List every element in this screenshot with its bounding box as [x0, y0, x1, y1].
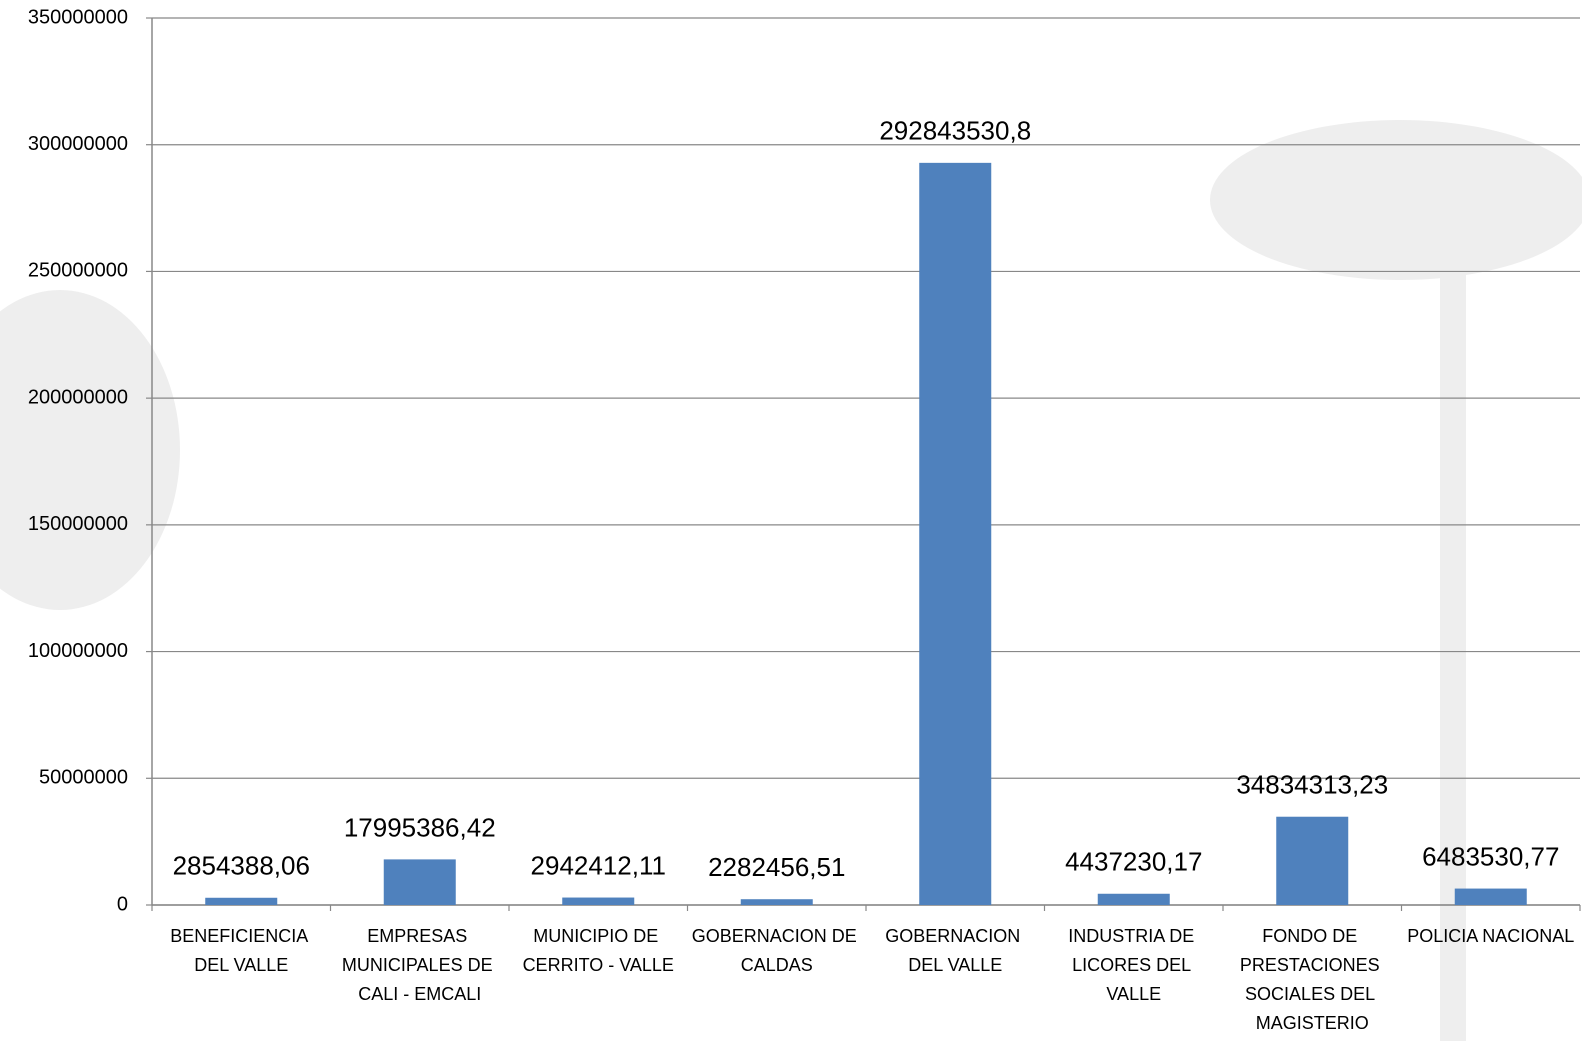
background-decoration	[0, 120, 1582, 1041]
data-label: 292843530,8	[879, 116, 1031, 146]
x-tick-label: INDUSTRIA DE LICORES DEL VALLE	[1068, 926, 1199, 1004]
bar	[1097, 893, 1170, 905]
bar	[1454, 888, 1527, 905]
bar	[562, 897, 635, 905]
y-tick-label: 250000000	[28, 260, 128, 282]
data-label: 6483530,77	[1422, 841, 1559, 871]
x-tick-label: FONDO DE PRESTACIONES SOCIALES DEL MAGIS…	[1240, 926, 1385, 1033]
y-tick-label: 150000000	[28, 513, 128, 535]
data-label: 17995386,42	[344, 812, 496, 842]
data-label: 4437230,17	[1065, 847, 1202, 877]
y-tick-label: 0	[117, 893, 128, 915]
y-tick-label: 50000000	[39, 767, 128, 789]
x-tick-label: GOBERNACION DE CALDAS	[692, 926, 862, 975]
x-tick-label: EMPRESAS MUNICIPALES DE CALI - EMCALI	[342, 926, 498, 1004]
bar	[740, 899, 813, 905]
data-label: 2282456,51	[708, 852, 845, 882]
x-tick-label: BENEFICIENCIA DEL VALLE	[170, 926, 312, 975]
data-label: 2942412,11	[531, 850, 666, 880]
y-tick-label: 350000000	[28, 6, 128, 28]
data-label: 2854388,06	[173, 851, 310, 881]
bar	[383, 859, 456, 905]
bar	[205, 897, 278, 905]
bar	[1276, 816, 1349, 905]
y-tick-label: 100000000	[28, 640, 128, 662]
y-tick-label: 300000000	[28, 133, 128, 155]
bar	[919, 162, 992, 905]
x-tick-label: POLICIA NACIONAL	[1407, 926, 1574, 946]
y-tick-label: 200000000	[28, 386, 128, 408]
x-tick-label: MUNICIPIO DE CERRITO - VALLE	[523, 926, 674, 975]
x-tick-label: GOBERNACION DEL VALLE	[885, 926, 1025, 975]
data-label: 34834313,23	[1236, 770, 1388, 800]
